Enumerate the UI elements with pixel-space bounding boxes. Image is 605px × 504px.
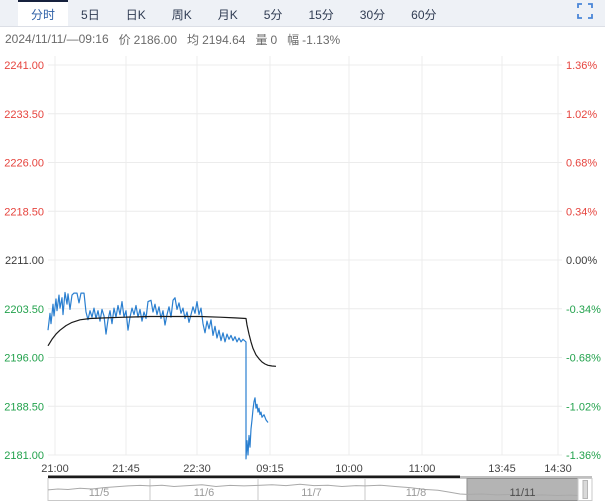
y-axis-percent-label: 1.36% bbox=[566, 60, 597, 72]
y-axis-percent-label: -1.02% bbox=[566, 401, 601, 413]
avg-value: 2194.64 bbox=[202, 32, 246, 47]
tab-5min[interactable]: 5分 bbox=[263, 8, 283, 22]
y-axis-price-label: 2211.00 bbox=[5, 255, 44, 267]
tab-15min[interactable]: 15分 bbox=[308, 8, 334, 22]
tab-daily-k[interactable]: 日K bbox=[125, 8, 146, 22]
y-axis-percent-label: 0.34% bbox=[566, 206, 597, 218]
navigator-date-label: 11/5 bbox=[89, 487, 110, 499]
y-axis-price-label: 2181.00 bbox=[4, 450, 44, 462]
change-readout: 幅 -1.13% bbox=[287, 31, 340, 48]
tab-intraday[interactable]: 分时 bbox=[18, 0, 69, 26]
navigator-date-label: 11/11 bbox=[510, 487, 536, 499]
fullscreen-button[interactable] bbox=[577, 0, 593, 26]
x-axis-time-label: 13:45 bbox=[488, 463, 516, 475]
tab-monthly-k[interactable]: 月K bbox=[217, 8, 238, 22]
price-label: 价 bbox=[118, 32, 131, 47]
y-axis-price-label: 2203.50 bbox=[4, 304, 44, 316]
tab-60min[interactable]: 60分 bbox=[411, 8, 437, 22]
change-label: 幅 bbox=[287, 32, 300, 47]
avg-readout: 均 2194.64 bbox=[187, 31, 245, 48]
y-axis-price-label: 2196.00 bbox=[4, 353, 44, 365]
y-axis-percent-label: 0.68% bbox=[566, 158, 597, 170]
navigator-date-label: 11/7 bbox=[301, 487, 322, 499]
y-axis-percent-label: 0.00% bbox=[566, 255, 597, 267]
tab-30min[interactable]: 30分 bbox=[359, 8, 386, 22]
datetime-label: 2024/11/11/—09:16 bbox=[5, 32, 109, 46]
volume-value: 0 bbox=[270, 32, 278, 47]
change-value: -1.13% bbox=[302, 32, 341, 47]
x-axis-time-label: 22:30 bbox=[183, 463, 211, 475]
tab-5day[interactable]: 5日 bbox=[81, 8, 100, 22]
price-readout: 价 2186.00 bbox=[119, 31, 177, 48]
fullscreen-icon bbox=[577, 2, 593, 24]
x-axis-time-label: 21:45 bbox=[112, 463, 140, 475]
x-axis-time-label: 14:30 bbox=[544, 463, 572, 475]
y-axis-percent-label: -1.36% bbox=[566, 450, 601, 462]
price-line bbox=[47, 291, 269, 460]
x-axis-time-label: 11:00 bbox=[409, 463, 436, 475]
y-axis-price-label: 2226.00 bbox=[4, 158, 44, 170]
navigator-drag-handle[interactable] bbox=[582, 480, 588, 499]
average-line bbox=[47, 315, 277, 367]
y-axis-percent-label: -0.34% bbox=[566, 304, 601, 316]
x-axis-time-label: 09:15 bbox=[256, 463, 284, 475]
avg-label: 均 bbox=[187, 32, 200, 47]
price-value: 2186.00 bbox=[133, 32, 178, 47]
y-axis-price-label: 2188.50 bbox=[4, 401, 44, 413]
period-tabbar: 分时 5日 日K 周K 月K 5分 15分 30分 60分 bbox=[0, 0, 605, 27]
navigator-sparkline bbox=[47, 483, 579, 497]
y-axis-price-label: 2233.50 bbox=[4, 109, 44, 121]
tab-weekly-k[interactable]: 周K bbox=[171, 8, 192, 22]
volume-label: 量 bbox=[255, 32, 268, 47]
x-axis-time-label: 10:00 bbox=[335, 463, 363, 475]
y-axis-price-label: 2241.00 bbox=[4, 60, 44, 72]
x-axis-time-label: 21:00 bbox=[41, 463, 69, 475]
navigator-date-label: 11/8 bbox=[406, 487, 427, 499]
y-axis-percent-label: 1.02% bbox=[566, 109, 597, 121]
y-axis-price-label: 2218.50 bbox=[4, 206, 44, 218]
navigator-date-label: 11/6 bbox=[194, 487, 215, 499]
y-axis-percent-label: -0.68% bbox=[566, 353, 601, 365]
